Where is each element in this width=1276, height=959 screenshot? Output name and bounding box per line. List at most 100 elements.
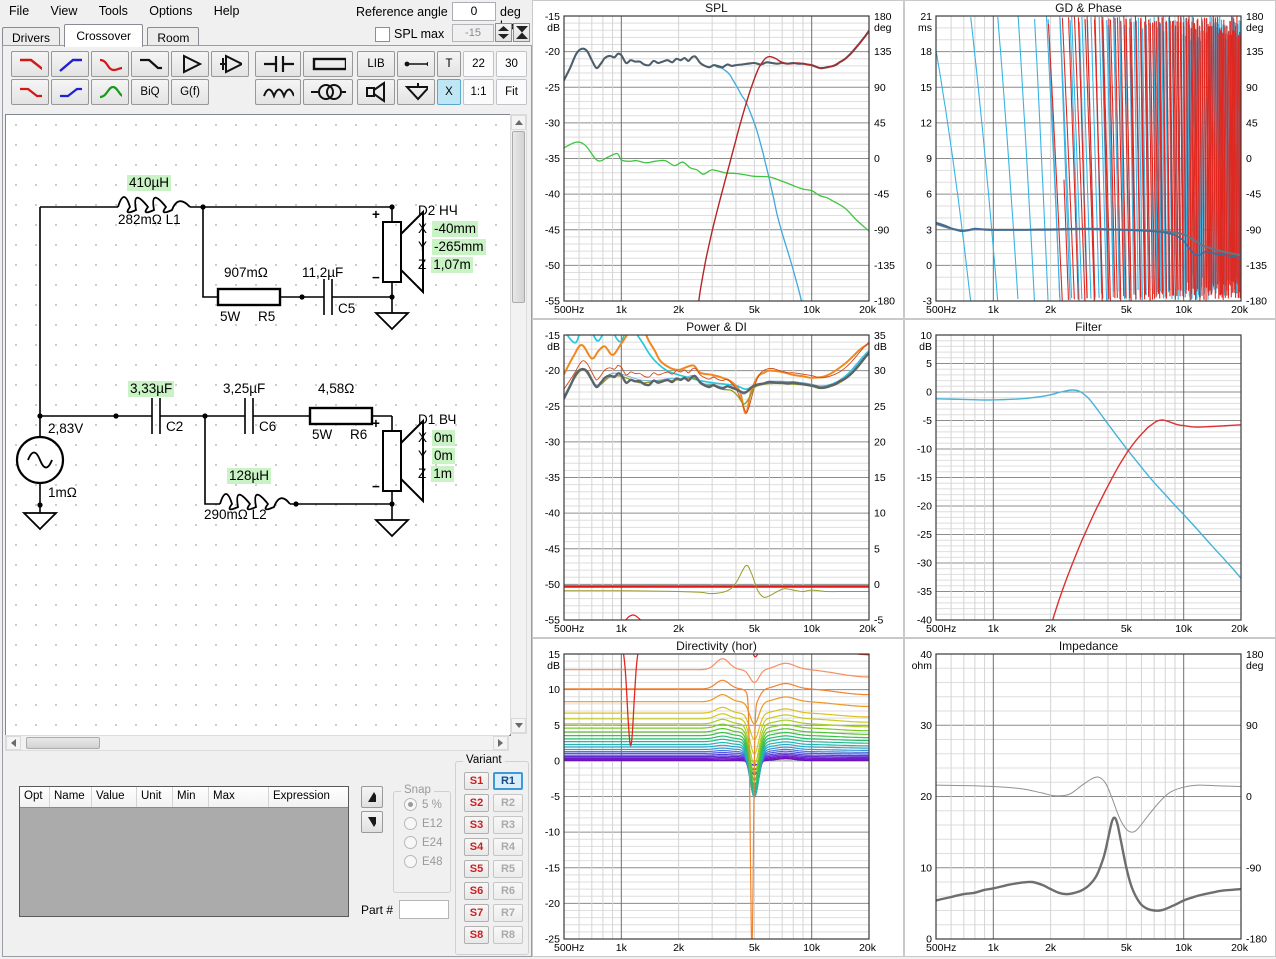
menu-view[interactable]: View	[50, 4, 78, 18]
variant-s4-button[interactable]: S4	[464, 838, 489, 856]
chart-directivity[interactable]: Directivity (hor) 15 10 5 0 -5 -10 -15 -20 -25 dB 5…	[532, 638, 904, 957]
col-max[interactable]: Max	[209, 787, 269, 807]
tab-crossover[interactable]: Crossover	[64, 24, 144, 47]
spl-max-value-input[interactable]: -15	[452, 24, 494, 42]
grid-30-button[interactable]: 30	[496, 51, 527, 77]
col-opt[interactable]: Opt	[20, 787, 50, 807]
variant-r1-button[interactable]: R1	[493, 772, 523, 790]
snap-option-e48[interactable]: E48	[404, 855, 450, 868]
notch-filter-button[interactable]	[91, 51, 129, 77]
chart-filter[interactable]: Filter 10 5 0 -5 -10 -15 -20 -25 -30 -35 -40 dB 500Hz…	[904, 319, 1276, 638]
chart-spl[interactable]: SPL -15 -20 -25 -30 -35 -40 -45 -50 -55 dB 180 135 90…	[532, 0, 904, 319]
variant-s7-button[interactable]: S7	[464, 904, 489, 922]
menu-help[interactable]: Help	[213, 4, 240, 18]
spin-updown-button[interactable]	[495, 23, 512, 42]
variant-r6-button[interactable]: R6	[493, 882, 523, 900]
gain-block-button[interactable]	[171, 51, 209, 77]
col-expression[interactable]: Expression	[273, 790, 330, 802]
col-unit[interactable]: Unit	[137, 787, 173, 807]
source-voltage-label[interactable]: 2,83V	[48, 421, 84, 436]
tab-drivers[interactable]: Drivers	[2, 27, 60, 48]
radio-e48-icon[interactable]	[404, 855, 417, 868]
opamp-button[interactable]	[211, 51, 249, 77]
scroll-left-button[interactable]	[6, 736, 21, 750]
variant-s5-button[interactable]: S5	[464, 860, 489, 878]
schematic-canvas[interactable]: 410µH 282mΩ L1 907mΩ 5W R5 11,2µF C5 + −…	[5, 114, 511, 736]
snap-option-5pct[interactable]: 5 %	[404, 798, 450, 811]
spl-max-checkbox[interactable]	[375, 27, 390, 42]
c2-value-label[interactable]: 3,33µF	[128, 381, 175, 397]
variant-s1-button[interactable]: S1	[464, 772, 489, 790]
menu-tools[interactable]: Tools	[98, 4, 128, 18]
inductor-button[interactable]	[255, 79, 301, 105]
text-tool-button[interactable]: T	[437, 51, 461, 77]
d1-y-value[interactable]: 0m	[432, 448, 455, 464]
scroll-up-button[interactable]	[511, 115, 526, 130]
variant-s6-button[interactable]: S6	[464, 882, 489, 900]
grid-22-button[interactable]: 22	[463, 51, 494, 77]
peak-eq-button[interactable]	[91, 79, 129, 105]
r5-value-label[interactable]: 907mΩ	[224, 265, 268, 280]
reference-angle-input[interactable]: 0	[452, 2, 496, 21]
variant-r3-button[interactable]: R3	[493, 816, 523, 834]
part-number-input[interactable]	[399, 900, 449, 919]
horizontal-scroll-thumb[interactable]	[26, 737, 100, 749]
library-button[interactable]: LIB	[357, 51, 395, 77]
variant-s2-button[interactable]: S2	[464, 794, 489, 812]
highpass-filter-button[interactable]	[51, 51, 89, 77]
transformer-button[interactable]	[303, 79, 353, 105]
zoom-fit-button[interactable]: Fit	[496, 79, 527, 105]
menu-file[interactable]: File	[9, 4, 30, 18]
vertical-scroll-thumb[interactable]	[512, 131, 525, 303]
chart-gd-phase[interactable]: GD & Phase 21 18 15 12 9 6 3 0 -3 ms 180 135 90 45 0 -45…	[904, 0, 1276, 319]
zoom-1to1-button[interactable]: 1:1	[463, 79, 494, 105]
l2-value-label[interactable]: 128µH	[227, 468, 272, 484]
transfer-function-button[interactable]: G(f)	[171, 79, 209, 105]
variant-r8-button[interactable]: R8	[493, 926, 523, 944]
snap-option-e24[interactable]: E24	[404, 836, 450, 849]
variant-r2-button[interactable]: R2	[493, 794, 523, 812]
variant-r5-button[interactable]: R5	[493, 860, 523, 878]
move-up-button[interactable]	[361, 786, 383, 808]
d1-x-value[interactable]: 0m	[432, 430, 455, 446]
d2-title-label[interactable]: D2 НЧ	[418, 203, 458, 218]
shelf-filter-button[interactable]	[131, 51, 169, 77]
tab-room[interactable]: Room	[147, 27, 200, 48]
chart-power-di[interactable]: Power & DI -15 -20 -25 -30 -35 -40 -45 -50 -55 dB 3…	[532, 319, 904, 638]
l1-value-label[interactable]: 410µH	[127, 175, 172, 191]
col-min[interactable]: Min	[173, 787, 209, 807]
variant-s3-button[interactable]: S3	[464, 816, 489, 834]
scroll-down-button[interactable]	[511, 718, 526, 733]
d2-x-value[interactable]: -40mm	[432, 221, 479, 237]
lowshelf-filter-button[interactable]	[11, 79, 49, 105]
radio-e24-icon[interactable]	[404, 836, 417, 849]
fit-vertical-button[interactable]	[513, 23, 530, 42]
delete-tool-button[interactable]: X	[437, 79, 461, 105]
parts-table[interactable]: Opt Name Value Unit Min Max Expression	[19, 786, 349, 917]
schematic-vertical-scrollbar[interactable]	[510, 114, 527, 734]
variant-r7-button[interactable]: R7	[493, 904, 523, 922]
scroll-right-button[interactable]	[493, 736, 508, 750]
snap-option-e12[interactable]: E12	[404, 817, 450, 830]
c5-value-label[interactable]: 11,2µF	[302, 265, 344, 280]
resistor-button[interactable]	[303, 51, 353, 77]
highshelf-filter-button[interactable]	[51, 79, 89, 105]
c6-value-label[interactable]: 3,25µF	[223, 381, 266, 396]
col-value[interactable]: Value	[92, 787, 137, 807]
ground-button[interactable]	[397, 79, 435, 105]
variant-s8-button[interactable]: S8	[464, 926, 489, 944]
r6-value-label[interactable]: 4,58Ω	[318, 381, 355, 396]
wire-button[interactable]	[397, 51, 435, 77]
menu-options[interactable]: Options	[149, 4, 193, 18]
driver-button[interactable]	[357, 79, 395, 105]
d1-z-value[interactable]: 1m	[431, 466, 455, 482]
move-down-button[interactable]	[361, 811, 383, 833]
schematic-horizontal-scrollbar[interactable]	[5, 735, 509, 751]
d2-z-value[interactable]: 1,07m	[431, 257, 473, 273]
capacitor-button[interactable]	[255, 51, 301, 77]
variant-r4-button[interactable]: R4	[493, 838, 523, 856]
radio-5pct-icon[interactable]	[404, 798, 417, 811]
lowpass-filter-button[interactable]	[11, 51, 49, 77]
col-name[interactable]: Name	[50, 787, 92, 807]
radio-e12-icon[interactable]	[404, 817, 417, 830]
